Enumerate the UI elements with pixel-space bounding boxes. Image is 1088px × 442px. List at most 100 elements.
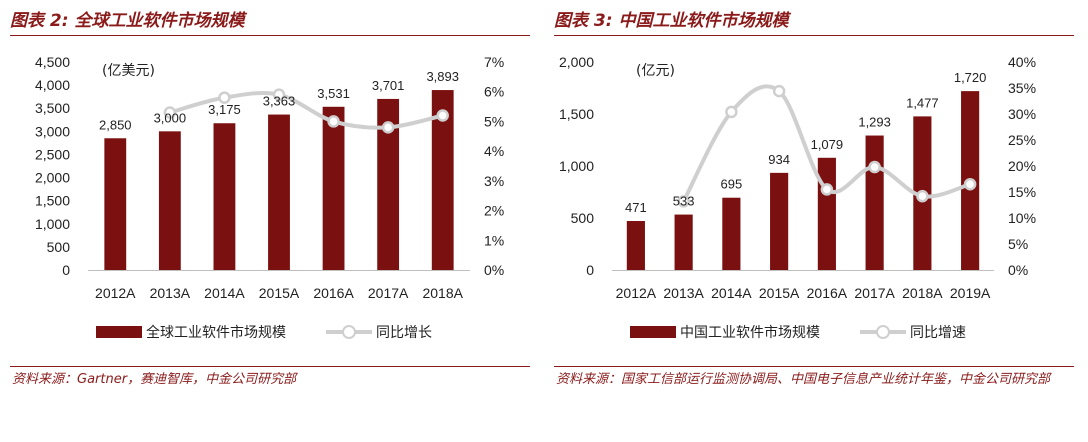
bar-value-label: 1,293 xyxy=(858,115,891,130)
legend-label: 中国工业软件市场规模 xyxy=(680,325,820,341)
source-note: 资料来源：Gartner，赛迪智库，中金公司研究部 xyxy=(12,372,297,387)
y-right-tick-label: 10% xyxy=(1008,210,1036,226)
legend-label: 同比增速 xyxy=(910,325,966,341)
bar-value-label: 3,893 xyxy=(426,69,459,84)
x-tick-label: 2015A xyxy=(759,285,800,301)
x-tick-label: 2016A xyxy=(807,285,848,301)
y-left-tick-label: 2,500 xyxy=(35,146,70,162)
bar xyxy=(674,214,693,270)
legend-label: 全球工业软件市场规模 xyxy=(146,325,286,341)
growth-point xyxy=(725,105,738,119)
bar-value-label: 2,850 xyxy=(99,117,132,132)
growth-point xyxy=(677,195,690,208)
title-divider xyxy=(554,35,1074,36)
x-tick-label: 2018A xyxy=(902,285,943,301)
y-right-tick-label: 3% xyxy=(484,173,504,189)
title-divider xyxy=(10,35,530,36)
y-left-tick-label: 2,000 xyxy=(35,170,70,186)
bar xyxy=(377,98,400,271)
bar xyxy=(158,131,181,270)
bar xyxy=(817,157,836,270)
bar-value-label: 695 xyxy=(721,177,743,192)
bar-value-label: 934 xyxy=(768,152,790,167)
y-right-tick-label: 7% xyxy=(484,54,504,70)
y-left-tick-label: 4,500 xyxy=(35,54,70,70)
growth-point xyxy=(868,160,881,174)
legend-line-swatch xyxy=(326,325,372,339)
bar-value-label: 1,079 xyxy=(811,137,844,152)
growth-point xyxy=(820,183,834,196)
bar xyxy=(322,106,345,270)
x-tick-label: 2013A xyxy=(663,285,704,301)
y-left-tick-label: 500 xyxy=(47,239,71,255)
y-left-tick-label: 2,000 xyxy=(559,54,594,70)
y-right-tick-label: 6% xyxy=(484,84,504,100)
bar-value-label: 471 xyxy=(625,200,647,215)
y-left-tick-label: 1,500 xyxy=(35,193,70,209)
y-left-tick-label: 0 xyxy=(62,262,70,278)
x-tick-label: 2014A xyxy=(711,285,752,301)
legend-item-bar: 中国工业软件市场规模 xyxy=(630,322,820,342)
bar xyxy=(865,135,884,270)
growth-point xyxy=(381,121,395,134)
bar xyxy=(770,172,789,270)
bar-value-label: 3,175 xyxy=(208,102,241,117)
bar xyxy=(431,90,454,270)
y-left-tick-label: 1,000 xyxy=(559,158,594,174)
legend-item-line: 同比增长 xyxy=(326,322,432,342)
y-left-tick-label: 0 xyxy=(586,262,594,278)
y-left-tick-label: 4,000 xyxy=(35,77,70,93)
y-right-tick-label: 25% xyxy=(1008,132,1036,148)
x-tick-label: 2013A xyxy=(150,285,191,301)
figure-china-software-market: 图表 3: 中国工业软件市场规模 0 500 1,000 1,500 2,000 0% 5%… xyxy=(544,0,1088,442)
y-right-tick-label: 4% xyxy=(484,143,504,159)
x-tick-label: 2014A xyxy=(204,285,245,301)
chart-global-software-market: 0 500 1,000 1,500 2,000 2,500 3,000 3,500 4,000 4… xyxy=(35,54,504,301)
bar-value-label: 1,720 xyxy=(954,70,987,85)
chart-legend: 全球工业软件市场规模 同比增长 xyxy=(0,314,544,350)
bar-value-label: 3,701 xyxy=(372,78,405,93)
y-left-tick-label: 3,500 xyxy=(35,100,70,116)
y-right-tick-label: 1% xyxy=(484,232,504,248)
unit-label: (亿美元) xyxy=(102,63,155,79)
y-left-tick-label: 1,000 xyxy=(35,216,70,232)
bar xyxy=(626,221,645,270)
legend-item-bar: 全球工业软件市场规模 xyxy=(96,322,286,342)
y-right-tick-label: 0% xyxy=(1008,262,1028,278)
legend-bar-swatch xyxy=(630,326,676,338)
growth-point xyxy=(327,115,340,128)
growth-point xyxy=(163,106,177,119)
x-tick-label: 2017A xyxy=(368,285,409,301)
figure-global-software-market: 图表 2: 全球工业软件市场规模 0 500 1,000 1,500 2,000 2,50… xyxy=(0,11,544,387)
y-right-tick-label: 20% xyxy=(1008,158,1036,174)
bar-value-label: 1,477 xyxy=(906,95,939,110)
y-right-tick-label: 40% xyxy=(1008,54,1036,70)
y-right-tick-label: 5% xyxy=(1008,236,1028,252)
legend-bar-swatch xyxy=(96,326,142,338)
y-left-tick-label: 500 xyxy=(571,210,595,226)
bar xyxy=(722,197,741,270)
figure-title: 图表 2: 全球工业软件市场规模 xyxy=(10,11,245,31)
bar-value-label: 3,531 xyxy=(317,86,350,101)
x-tick-label: 2017A xyxy=(854,285,895,301)
legend-line-swatch xyxy=(860,325,906,339)
legend-item-line: 同比增速 xyxy=(860,322,966,342)
growth-point xyxy=(218,91,231,104)
chart-china-software-market: 0 500 1,000 1,500 2,000 0% 5% 10% 15% 20% 25% 30% 35… xyxy=(559,54,1036,301)
bar xyxy=(268,114,290,271)
bar-value-label: 533 xyxy=(673,194,695,209)
source-divider xyxy=(554,366,1074,367)
y-right-tick-label: 35% xyxy=(1008,80,1036,96)
bar-value-label: 3,363 xyxy=(263,94,296,109)
y-right-tick-label: 15% xyxy=(1008,184,1036,200)
y-right-tick-label: 30% xyxy=(1008,106,1036,122)
bar xyxy=(104,138,127,270)
x-tick-label: 2012A xyxy=(616,285,657,301)
y-right-tick-label: 0% xyxy=(484,262,504,278)
y-left-tick-label: 3,000 xyxy=(35,123,70,139)
chart-legend: 中国工业软件市场规模 同比增速 xyxy=(544,314,1088,350)
figure-title: 图表 3: 中国工业软件市场规模 xyxy=(554,11,789,31)
source-divider xyxy=(10,366,530,367)
bar-value-label: 3,000 xyxy=(154,110,187,125)
legend-label: 同比增长 xyxy=(376,325,432,341)
